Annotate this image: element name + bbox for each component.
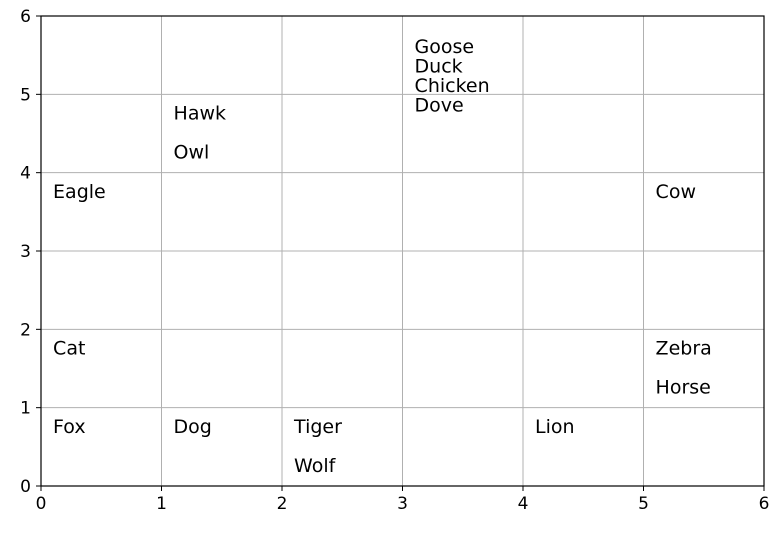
point-label-zebra: Zebra [656, 337, 712, 359]
point-label-horse: Horse [656, 377, 711, 399]
axis-ticks: 0 1 2 3 4 5 6 0 1 2 3 4 5 6 [20, 7, 769, 514]
y-tick-label: 6 [20, 7, 31, 27]
point-label-cow: Cow [656, 181, 696, 203]
point-label-hawk: Hawk [174, 102, 226, 124]
y-tick-label: 2 [20, 320, 31, 340]
point-labels: FoxCatEagleDogOwlHawkTigerWolfGooseDuckC… [53, 36, 712, 477]
point-label-chicken: Chicken [415, 75, 490, 97]
y-tick-label: 0 [20, 477, 31, 497]
grid [40, 15, 765, 487]
x-tick-label: 5 [638, 494, 649, 514]
y-tick-label: 4 [20, 164, 31, 184]
point-label-fox: Fox [53, 416, 86, 438]
x-tick-label: 0 [36, 494, 47, 514]
point-label-cat: Cat [53, 337, 85, 359]
x-tick-label: 4 [518, 494, 529, 514]
x-tick-label: 6 [759, 494, 770, 514]
point-label-goose: Goose [415, 36, 475, 58]
x-tick-label: 3 [397, 494, 408, 514]
y-tick-label: 5 [20, 85, 31, 105]
x-tick-label: 2 [277, 494, 288, 514]
point-label-eagle: Eagle [53, 181, 106, 203]
y-tick-label: 3 [20, 242, 31, 262]
point-label-lion: Lion [535, 416, 575, 438]
x-tick-label: 1 [156, 494, 167, 514]
point-label-duck: Duck [415, 55, 463, 77]
point-label-wolf: Wolf [294, 455, 337, 477]
point-label-owl: Owl [174, 142, 210, 164]
y-tick-label: 1 [20, 399, 31, 419]
point-label-dove: Dove [415, 95, 464, 117]
point-label-dog: Dog [174, 416, 212, 438]
point-label-tiger: Tiger [293, 416, 342, 438]
